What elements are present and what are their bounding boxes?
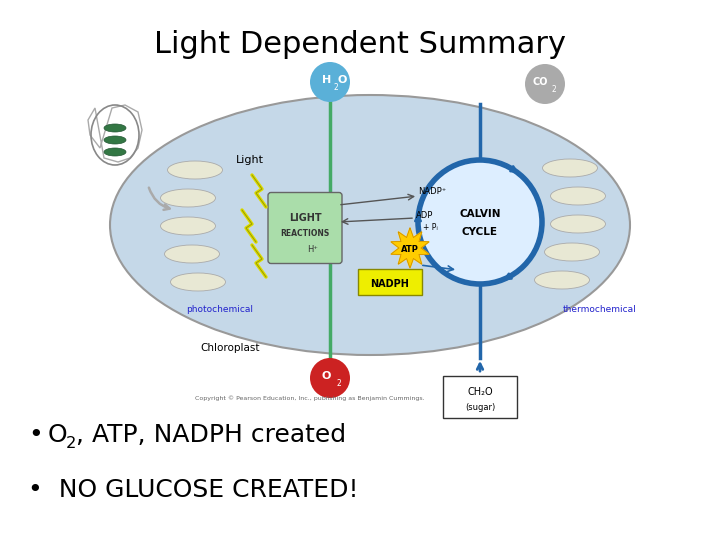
Circle shape (418, 160, 542, 284)
Text: , ATP, NADPH created: , ATP, NADPH created (76, 423, 346, 447)
Ellipse shape (551, 215, 606, 233)
Ellipse shape (161, 189, 215, 207)
Text: thermochemical: thermochemical (563, 306, 637, 314)
Text: Copyright © Pearson Education, Inc., publishing as Benjamin Cummings.: Copyright © Pearson Education, Inc., pub… (195, 395, 425, 401)
Ellipse shape (164, 245, 220, 263)
Text: O: O (48, 423, 68, 447)
Text: (sugar): (sugar) (465, 403, 495, 413)
Text: + Pᵢ: + Pᵢ (423, 224, 437, 233)
Text: CO: CO (532, 77, 548, 87)
Text: NADP⁺: NADP⁺ (418, 187, 446, 197)
Circle shape (310, 358, 350, 398)
Text: 2: 2 (66, 435, 76, 450)
Text: Chloroplast: Chloroplast (200, 343, 260, 353)
Text: CALVIN: CALVIN (459, 209, 500, 219)
Text: O: O (321, 371, 330, 381)
Text: photochemical: photochemical (186, 306, 253, 314)
FancyBboxPatch shape (443, 376, 517, 418)
Text: 2: 2 (333, 83, 338, 91)
Ellipse shape (110, 95, 630, 355)
Ellipse shape (104, 148, 126, 156)
Ellipse shape (171, 273, 225, 291)
Ellipse shape (104, 124, 126, 132)
Text: Light Dependent Summary: Light Dependent Summary (154, 30, 566, 59)
Text: NADPH: NADPH (371, 279, 410, 289)
Text: ATP: ATP (401, 246, 419, 254)
Ellipse shape (551, 187, 606, 205)
Text: O: O (337, 75, 347, 85)
Text: REACTIONS: REACTIONS (280, 228, 330, 238)
Polygon shape (391, 228, 429, 268)
Ellipse shape (104, 136, 126, 144)
Text: 2: 2 (552, 85, 557, 94)
Polygon shape (88, 105, 142, 162)
Ellipse shape (161, 217, 215, 235)
Text: ADP: ADP (416, 211, 433, 219)
Ellipse shape (534, 271, 590, 289)
FancyBboxPatch shape (268, 192, 342, 264)
Ellipse shape (168, 161, 222, 179)
FancyBboxPatch shape (358, 269, 422, 295)
Text: •  NO GLUCOSE CREATED!: • NO GLUCOSE CREATED! (28, 478, 359, 502)
Circle shape (310, 62, 350, 102)
Text: •: • (28, 423, 42, 447)
Circle shape (525, 64, 565, 104)
Ellipse shape (544, 243, 600, 261)
Ellipse shape (542, 159, 598, 177)
Text: LIGHT: LIGHT (289, 213, 321, 223)
Text: CYCLE: CYCLE (462, 227, 498, 237)
Text: 2: 2 (337, 380, 341, 388)
Text: H⁺: H⁺ (307, 246, 318, 254)
Text: H: H (323, 75, 332, 85)
Text: CH₂O: CH₂O (467, 387, 492, 397)
Text: Light: Light (236, 155, 264, 165)
